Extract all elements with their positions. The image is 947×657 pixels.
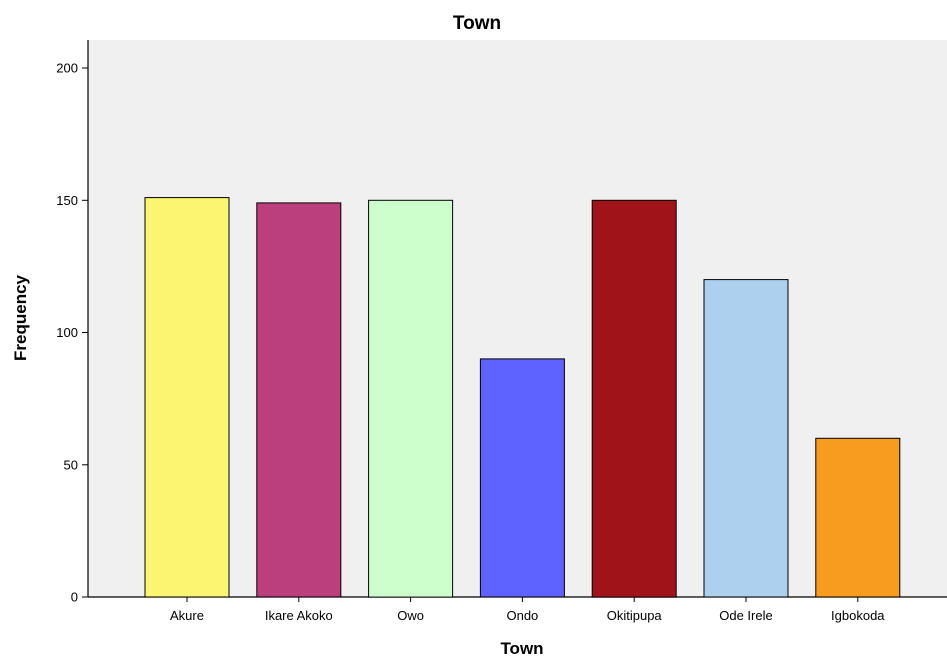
- y-axis-label: Frequency: [11, 274, 30, 361]
- y-tick-label: 50: [64, 457, 78, 472]
- x-tick-label: Akure: [170, 608, 204, 623]
- x-tick-label: Igbokoda: [831, 608, 885, 623]
- bar-akure: [144, 197, 230, 598]
- bars-group: [144, 197, 901, 598]
- chart-title: Town: [453, 13, 501, 34]
- x-tick-label: Owo: [397, 608, 424, 623]
- bar-ikare-akoko: [256, 202, 342, 598]
- bar-ode-irele: [703, 279, 789, 598]
- x-tick-label: Okitipupa: [607, 608, 663, 623]
- x-tick-label: Ode Irele: [719, 608, 772, 623]
- y-tick-label: 150: [56, 193, 78, 208]
- y-tick-label: 100: [56, 325, 78, 340]
- bar-igbokoda: [815, 437, 901, 598]
- y-ticks-group: 0 50 100 150 200: [56, 61, 88, 605]
- y-tick-label: 0: [71, 590, 78, 605]
- bar-okitipupa: [591, 199, 677, 598]
- x-ticks-group: Akure Ikare Akoko Owo Ondo Okitipupa Ode Irel…: [170, 597, 885, 623]
- bar-ondo: [479, 358, 565, 598]
- x-tick-label: Ikare Akoko: [265, 608, 333, 623]
- bar-owo: [368, 199, 454, 598]
- x-axis-label: Town: [500, 639, 543, 657]
- x-tick-label: Ondo: [506, 608, 538, 623]
- y-tick-label: 200: [56, 61, 78, 76]
